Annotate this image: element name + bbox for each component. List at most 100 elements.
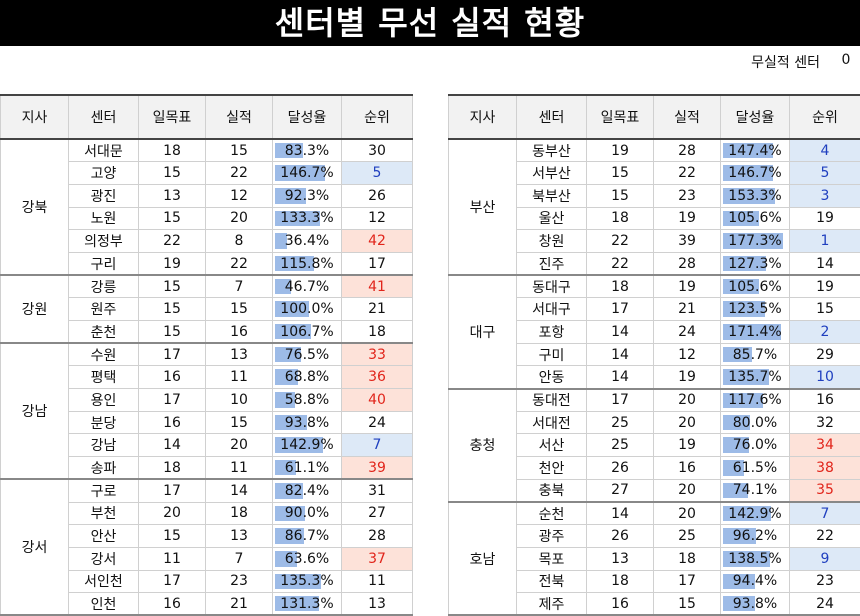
center-cell: 부천: [68, 501, 139, 526]
target-cell: 16: [138, 365, 206, 390]
table-row: 충청 동대전 17 20 117.6% 16: [448, 388, 860, 504]
rank-cell: 12: [341, 206, 413, 231]
header-branch: 지사: [0, 94, 69, 140]
target-cell: 25: [586, 410, 654, 435]
table-row: 용인 17 10 58.8% 40: [1, 388, 413, 412]
rank-cell: 34: [789, 433, 860, 458]
center-cell: 인천: [68, 592, 139, 616]
rate-text: 83.3%: [284, 142, 330, 159]
rate-cell: 115.8%: [272, 251, 342, 277]
rate-bar: [723, 165, 773, 181]
target-cell: 15: [586, 183, 654, 208]
target-cell: 14: [586, 320, 654, 344]
rate-text: 177.3%: [728, 233, 782, 250]
header-actual: 실적: [653, 94, 721, 140]
rate-text: 96.2%: [732, 528, 778, 545]
rate-cell: 171.4%: [720, 320, 790, 344]
table-row: 북부산 15 23 153.3% 3: [449, 183, 860, 208]
target-cell: 18: [138, 456, 206, 481]
rank-cell: 5: [789, 161, 860, 185]
table-row: 노원 15 20 133.3% 12: [1, 206, 413, 231]
actual-cell: 12: [653, 342, 721, 367]
target-cell: 27: [586, 478, 654, 503]
rate-cell: 93.8%: [272, 410, 342, 435]
rate-text: 127.3%: [728, 255, 782, 272]
rate-cell: 127.3%: [720, 251, 790, 277]
actual-cell: 19: [653, 433, 721, 458]
rank-cell: 22: [789, 524, 860, 548]
actual-cell: 20: [653, 410, 721, 435]
actual-cell: 19: [653, 365, 721, 390]
rank-cell: 17: [341, 251, 413, 277]
target-cell: 26: [586, 524, 654, 548]
rate-cell: 123.5%: [720, 297, 790, 321]
rate-text: 117.6%: [728, 392, 782, 409]
rate-bar: [723, 301, 765, 317]
rate-text: 58.8%: [284, 391, 330, 408]
actual-cell: 15: [205, 410, 273, 435]
rank-cell: 5: [341, 161, 413, 185]
actual-cell: 20: [205, 206, 273, 231]
rank-cell: 19: [789, 206, 860, 231]
rate-text: 63.6%: [284, 550, 330, 567]
center-cell: 수원: [68, 342, 139, 367]
rate-cell: 86.7%: [272, 524, 342, 548]
rank-cell: 14: [789, 251, 860, 277]
branch-cell: 대구: [448, 274, 517, 390]
table-row: 강서 구로 17 14 82.4% 31: [0, 478, 413, 616]
rate-text: 74.1%: [732, 482, 778, 499]
rate-text: 76.5%: [284, 346, 330, 363]
rate-text: 142.9%: [280, 437, 334, 454]
target-cell: 16: [586, 592, 654, 616]
center-cell: 제주: [516, 592, 587, 616]
target-cell: 16: [138, 592, 206, 616]
target-cell: 15: [586, 161, 654, 185]
rate-text: 115.8%: [280, 255, 334, 272]
table-row: 부천 20 18 90.0% 27: [1, 501, 413, 526]
branch-cell: 강북: [0, 138, 69, 277]
table-row: 강남 14 20 142.9% 7: [1, 433, 413, 458]
target-cell: 15: [138, 320, 206, 345]
rate-text: 153.3%: [728, 187, 782, 204]
rate-bar: [275, 460, 296, 476]
rate-text: 135.3%: [280, 573, 334, 590]
rate-cell: 142.9%: [720, 501, 790, 526]
actual-cell: 14: [205, 478, 273, 503]
target-cell: 17: [586, 388, 654, 412]
rate-cell: 142.9%: [272, 433, 342, 458]
rate-bar: [723, 437, 749, 454]
target-cell: 22: [586, 229, 654, 253]
actual-cell: 22: [205, 251, 273, 277]
target-cell: 18: [586, 206, 654, 231]
rate-text: 123.5%: [728, 301, 782, 318]
actual-cell: 22: [205, 161, 273, 185]
header-rank: 순위: [341, 94, 413, 140]
rate-text: 133.3%: [280, 210, 334, 227]
right-table-header: 지사 센터 일목표 실적 달성율 순위: [448, 94, 860, 140]
rate-bar: [275, 483, 303, 499]
table-row: 안동 14 19 135.7% 10: [449, 365, 860, 390]
actual-cell: 12: [205, 183, 273, 208]
target-cell: 15: [138, 524, 206, 548]
actual-cell: 20: [653, 478, 721, 503]
target-cell: 14: [586, 365, 654, 390]
actual-cell: 15: [653, 592, 721, 616]
center-cell: 구미: [516, 342, 587, 367]
rate-cell: 138.5%: [720, 546, 790, 571]
table-row: 춘천 15 16 106.7% 18: [1, 320, 413, 345]
header-rate: 달성율: [272, 94, 342, 140]
rank-cell: 26: [341, 183, 413, 208]
center-cell: 용인: [68, 388, 139, 412]
rate-bar: [723, 596, 755, 612]
actual-cell: 21: [653, 297, 721, 321]
header-rank: 순위: [789, 94, 860, 140]
center-cell: 광진: [68, 183, 139, 208]
rank-cell: 33: [341, 342, 413, 367]
rate-cell: 93.8%: [720, 592, 790, 616]
rate-cell: 153.3%: [720, 183, 790, 208]
rank-cell: 42: [341, 229, 413, 253]
right-table-body: 부산 동부산 19 28 147.4% 4 서부산 15 22 146.7% 5 북부산 15 23 153…: [448, 138, 860, 616]
actual-cell: 13: [205, 524, 273, 548]
table-row: 강북 서대문 18 15 83.3% 30: [0, 138, 413, 277]
rank-cell: 16: [789, 388, 860, 412]
